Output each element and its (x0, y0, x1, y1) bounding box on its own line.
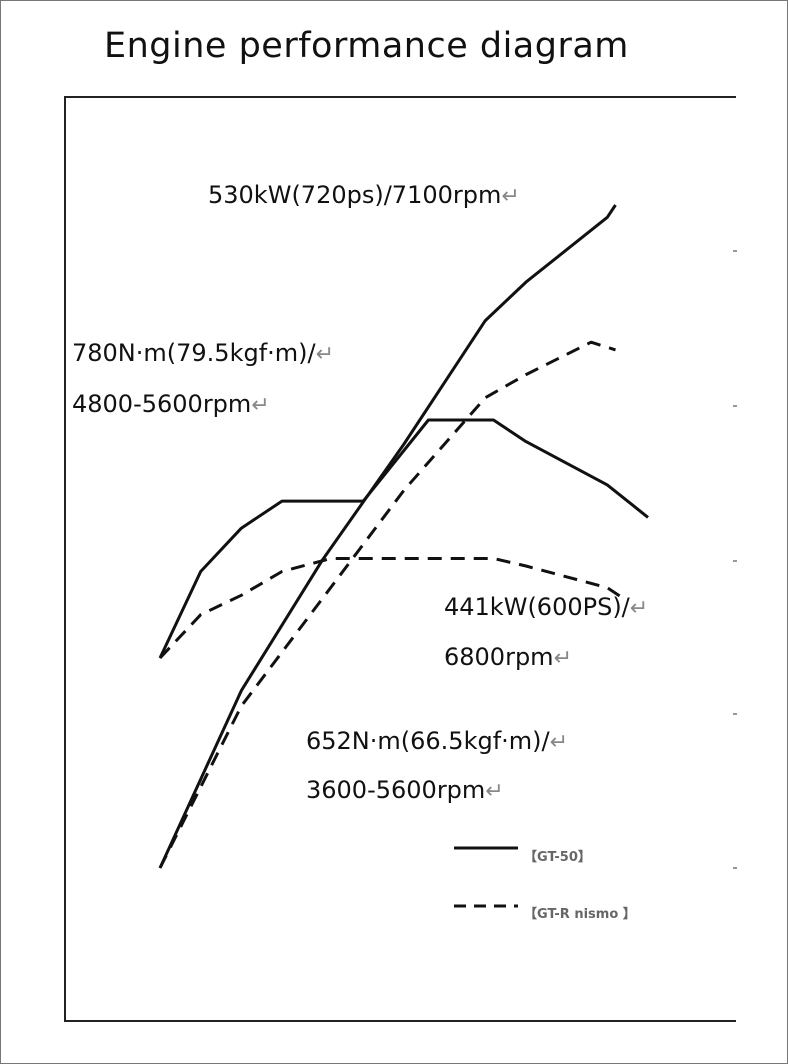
series-line-nismo-torque (158, 557, 625, 660)
return-mark-icon: ↵ (629, 596, 649, 621)
y-axis-tick (733, 405, 737, 407)
chart-title: Engine performance diagram (104, 26, 629, 66)
series-line-gt50-power (158, 204, 617, 869)
return-mark-icon: ↵ (251, 393, 270, 418)
series-line-nismo-power (158, 340, 616, 869)
return-mark-icon: ↵ (501, 184, 520, 209)
series-line-gt50-torque (158, 418, 649, 659)
annotation-gt50-torque-line2: 4800-5600rpm↵ (72, 390, 270, 418)
return-mark-icon: ↵ (549, 730, 569, 755)
y-axis-tick (733, 250, 737, 252)
y-axis-tick (733, 867, 737, 869)
legend-label-nismo: 【GT-R nismo 】 (524, 907, 636, 922)
annotation-nismo-torque-line1: 652N·m(66.5kgf·m)/↵ (306, 727, 569, 755)
annotation-gt50-power: 530kW(720ps)/7100rpm↵ (208, 181, 520, 209)
return-mark-icon: ↵ (485, 779, 504, 804)
return-mark-icon: ↵ (315, 342, 335, 367)
y-axis-tick (733, 560, 737, 562)
legend-label-gt50: 【GT-50】 (524, 850, 591, 865)
legend-swatch-dashed (454, 904, 518, 908)
legend-swatch-solid (454, 846, 518, 850)
annotation-gt50-torque-line1: 780N·m(79.5kgf·m)/↵ (72, 339, 335, 367)
y-axis-tick (733, 713, 737, 715)
annotation-nismo-power-line1: 441kW(600PS)/↵ (444, 593, 649, 621)
annotation-nismo-power-line2: 6800rpm↵ (444, 643, 572, 671)
return-mark-icon: ↵ (553, 646, 572, 671)
plot-area (64, 96, 736, 1022)
annotation-nismo-torque-line2: 3600-5600rpm↵ (306, 776, 504, 804)
